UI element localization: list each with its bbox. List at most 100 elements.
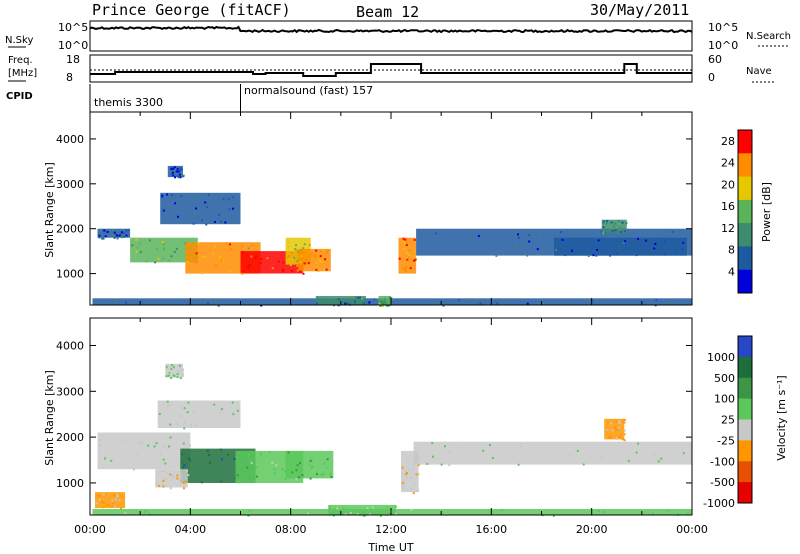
velocity-speckle xyxy=(96,494,99,497)
nsky-frame xyxy=(89,20,693,52)
power-speckle xyxy=(119,233,122,235)
power-speckle xyxy=(617,219,620,222)
velocity-speckle xyxy=(310,458,313,461)
velocity-speckle xyxy=(286,453,289,456)
velocity-speckle xyxy=(182,465,185,468)
freq-tick-bottom: 8 xyxy=(66,71,73,84)
velocity-speckle xyxy=(501,509,503,511)
power-colorbar-tick: 24 xyxy=(721,157,735,170)
velocity-speckle xyxy=(110,459,113,462)
velocity-speckle xyxy=(275,464,278,467)
power-region xyxy=(398,237,417,274)
power-speckle xyxy=(408,254,411,257)
velocity-speckle xyxy=(576,449,579,452)
power-speckle xyxy=(325,251,328,254)
nave-label: Nave xyxy=(746,66,772,77)
velocity-region xyxy=(97,432,191,470)
power-speckle xyxy=(667,302,670,305)
power-speckle xyxy=(618,223,621,226)
power-speckle xyxy=(171,194,174,197)
velocity-speckle xyxy=(104,455,107,458)
power-speckle xyxy=(175,170,178,173)
power-speckle xyxy=(114,299,117,302)
velocity-speckle xyxy=(401,483,404,486)
velocity-speckle xyxy=(99,444,102,446)
power-speckle xyxy=(587,254,590,257)
power-colorbar-swatch xyxy=(738,153,752,178)
velocity-speckle xyxy=(349,511,352,514)
power-speckle xyxy=(247,266,250,269)
velocity-colorbar-frame xyxy=(737,335,753,504)
power-speckle xyxy=(323,268,325,271)
power-speckle xyxy=(289,264,292,267)
velocity-speckle xyxy=(170,377,173,380)
power-speckle xyxy=(592,254,595,257)
velocity-speckle xyxy=(284,477,287,480)
power-speckle xyxy=(224,221,227,224)
velocity-speckle xyxy=(412,467,415,470)
power-speckle xyxy=(637,237,640,240)
power-axes: 1000 2000 3000 4000 xyxy=(56,112,693,305)
velocity-speckle xyxy=(296,464,299,467)
power-speckle xyxy=(299,261,302,264)
velocity-speckle xyxy=(366,507,369,509)
power-region xyxy=(167,165,183,178)
velocity-speckle xyxy=(176,373,179,376)
power-speckle xyxy=(241,245,243,248)
velocity-speckle xyxy=(651,512,654,515)
velocity-speckle xyxy=(615,420,618,423)
power-speckle xyxy=(177,215,180,218)
velocity-speckle xyxy=(603,511,605,514)
velocity-speckle xyxy=(287,451,290,454)
power-speckle xyxy=(148,239,151,242)
velocity-speckle xyxy=(171,475,174,478)
power-speckle xyxy=(561,238,564,241)
power-speckle xyxy=(380,302,383,305)
power-speckle xyxy=(171,171,174,174)
velocity-speckle xyxy=(326,458,329,461)
velocity-speckle xyxy=(169,487,172,490)
power-speckle xyxy=(379,299,382,302)
velocity-speckle xyxy=(231,410,234,413)
power-speckle xyxy=(306,262,309,265)
velocity-colorbar-swatch xyxy=(738,461,752,483)
cpid-label: CPID xyxy=(6,91,33,102)
velocity-colorbar-swatch xyxy=(738,336,752,358)
velocity-speckle xyxy=(667,509,670,512)
power-speckle xyxy=(288,254,291,257)
power-speckle xyxy=(316,297,319,300)
nsky-trace xyxy=(89,25,693,34)
date-title: 30/May/2011 xyxy=(590,1,689,19)
velocity-speckle xyxy=(250,462,253,464)
velocity-speckle xyxy=(164,462,167,465)
velocity-speckle xyxy=(111,499,114,502)
nsky-tick-top: 10^5 xyxy=(58,21,88,34)
velocity-speckle xyxy=(657,460,660,463)
power-speckle xyxy=(179,169,182,171)
power-speckle xyxy=(414,250,417,253)
velocity-speckle xyxy=(183,463,186,466)
power-speckle xyxy=(217,304,220,307)
velocity-speckle xyxy=(186,469,188,472)
power-speckle xyxy=(247,247,250,250)
velocity-speckle xyxy=(295,478,298,481)
power-speckle xyxy=(157,257,160,260)
power-frame xyxy=(89,111,693,306)
velocity-colorbar-tick: -100 xyxy=(710,455,735,468)
power-speckle xyxy=(250,255,253,258)
velocity-speckle xyxy=(582,463,585,466)
velocity-speckle xyxy=(162,485,165,488)
power-speckle xyxy=(413,238,416,241)
velocity-speckle xyxy=(255,466,258,469)
power-speckle xyxy=(404,268,407,271)
velocity-data xyxy=(92,363,692,517)
velocity-ytick-label: 4000 xyxy=(56,339,84,352)
power-speckle xyxy=(182,174,185,177)
velocity-speckle xyxy=(362,514,365,517)
velocity-speckle xyxy=(236,409,239,412)
power-speckle xyxy=(605,222,608,225)
power-speckle xyxy=(570,245,573,248)
velocity-speckle xyxy=(207,453,210,456)
velocity-speckle xyxy=(184,480,187,483)
power-speckle xyxy=(287,256,289,259)
